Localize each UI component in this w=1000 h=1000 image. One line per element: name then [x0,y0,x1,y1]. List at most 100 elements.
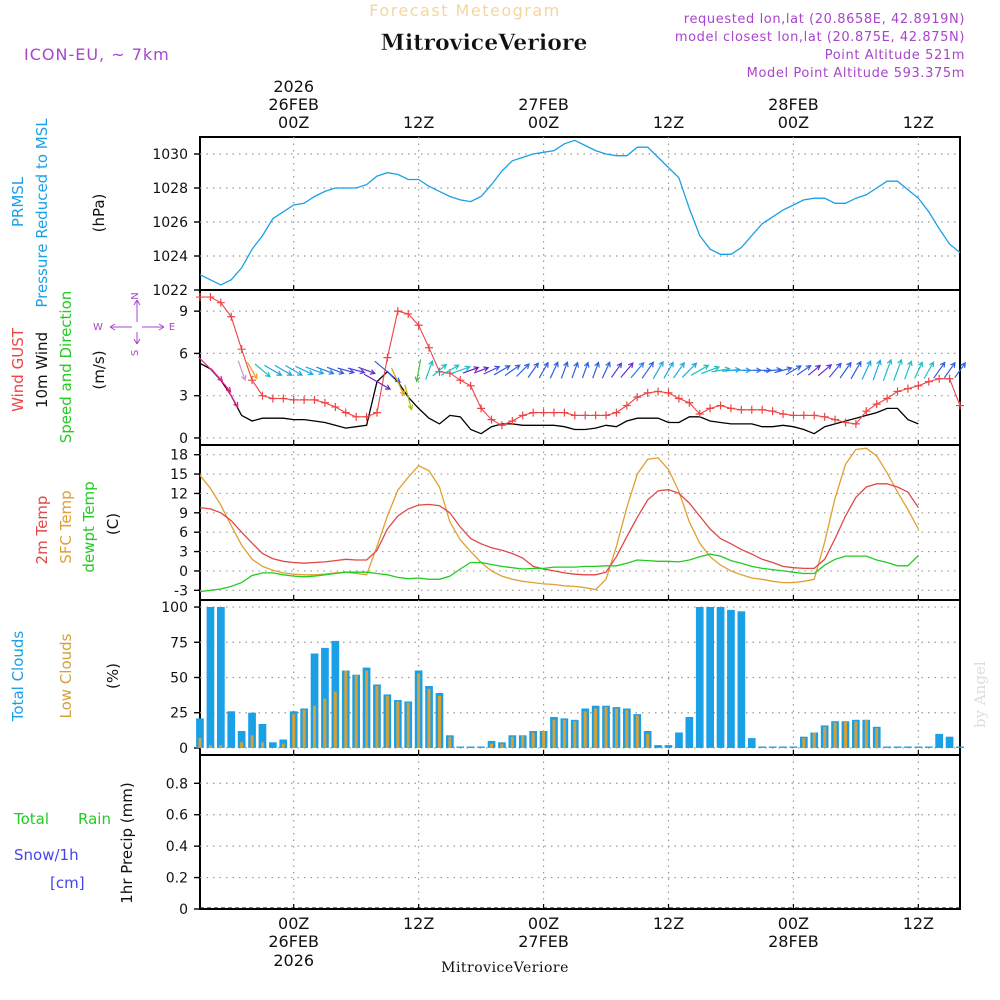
wind-direction-arrow [425,359,434,380]
y-tick-label: 75 [170,635,188,651]
y-tick-label: 15 [170,467,188,483]
total-cloud-bar [883,746,891,748]
wind-direction-arrow [295,365,314,376]
temp-unit: (C) [104,513,122,535]
low-cloud-bar [604,707,608,748]
cloud-label-2: Low Clouds [57,633,75,718]
pressure-line [199,139,961,286]
wind-direction-arrow [390,367,406,397]
gust-marker [581,411,590,420]
bottom-hour-label: 00Z [778,914,809,933]
low-cloud-bar [542,731,546,748]
pressure-panel: 1022 1024 1026 1028 1030 [152,136,961,299]
total-cloud-bar [456,746,465,748]
wind-direction-arrow [681,362,698,378]
footer-station: MitroviceVeriore [441,960,569,976]
wind-unit: (m/s) [90,350,108,389]
total-cloud-bar [716,607,725,748]
wind-direction-arrow [358,366,376,375]
low-cloud-bar [854,721,858,748]
precip-label-cm: [cm] [50,874,85,892]
gust-marker [206,293,215,302]
y-tick-label: 6 [179,525,188,541]
precip-unit: 1hr Precip (mm) [118,782,136,903]
total-cloud-bar [758,746,766,748]
wind-direction-arrow [560,361,569,379]
gust-marker [591,411,600,420]
bottom-date-label: 26FEB [268,932,319,951]
low-cloud-bar [635,715,639,748]
low-cloud-bar [510,736,514,748]
low-cloud-bar [625,709,629,748]
wind-direction-arrow [483,365,501,375]
total-cloud-bar [237,731,246,748]
low-cloud-bar [281,743,285,748]
wind-direction-arrow [285,364,304,376]
gust-marker [425,343,434,352]
top-date-label: 26FEB [268,95,319,114]
total-cloud-bar [227,711,236,748]
wind-direction-arrow [432,363,448,377]
gust-marker [945,374,954,383]
y-tick-label: 50 [170,671,188,687]
wind-direction-arrow [581,361,590,379]
low-cloud-bar [448,736,452,748]
cloud-labels: Total Clouds Low Clouds (%) [9,631,122,723]
wind-direction-arrow [701,365,721,375]
low-cloud-bar [438,695,441,748]
wind-direction-arrow [808,364,822,376]
gust-marker [456,376,465,385]
wind-direction-arrow [473,366,490,374]
gust-marker [248,376,257,385]
wind-direction-arrow [516,363,530,377]
low-cloud-bar [375,686,379,748]
wind-direction-arrow [933,361,946,379]
gust-marker [539,408,548,417]
total-cloud-bar [737,611,746,748]
wind-direction-arrow [839,361,852,379]
gust-marker [862,407,871,416]
low-cloud-bar [250,735,254,748]
y-tick-label: 0 [179,902,188,918]
wind-direction-arrow [549,361,559,379]
temp-label-3: dewpt Temp [80,481,98,572]
gust-marker [560,408,569,417]
y-tick-label: 9 [179,304,188,320]
compass-e: E [169,322,175,333]
low-cloud-bar [354,674,358,748]
precip-labels: Total Rain Snow/1h [cm] 1hr Precip (mm) [13,782,136,903]
low-cloud-bar [417,673,421,748]
y-tick-label: 1026 [152,215,188,231]
bottom-hour-label: 12Z [903,914,934,933]
wind-direction-arrow [414,359,422,383]
y-tick-label: 6 [179,346,188,362]
gust-marker [477,404,486,413]
low-cloud-bar [333,691,337,748]
total-cloud-bar [768,746,777,748]
total-cloud-bar [321,647,329,748]
wind-direction-arrow [450,365,471,375]
wind-direction-arrow [404,384,414,411]
wind-direction-arrow [904,360,913,380]
gust-marker [841,418,850,427]
wind-direction-arrow [601,361,611,379]
wind-direction-arrow [611,362,623,378]
gust-marker [924,377,933,386]
gust-marker [779,410,788,418]
wind-direction-arrow [861,359,872,380]
low-cloud-bar [812,732,816,748]
low-cloud-bar [594,708,598,748]
total-cloud-bar [893,746,902,748]
panel-frame [199,136,961,291]
gust-marker [331,402,340,411]
y-tick-label: 0.2 [166,871,188,887]
total-cloud-bar [935,733,943,748]
low-cloud-bar [208,745,212,748]
y-tick-label: 0 [179,431,188,447]
total-cloud-bar [914,746,923,748]
wind-label-3: Speed and Direction [57,291,75,444]
gust-marker [799,411,808,420]
low-cloud-bar [240,742,244,748]
temperature-panel: -3 0 3 6 9 12 15 18 [170,444,961,601]
bottom-year-label: 2026 [273,951,314,970]
